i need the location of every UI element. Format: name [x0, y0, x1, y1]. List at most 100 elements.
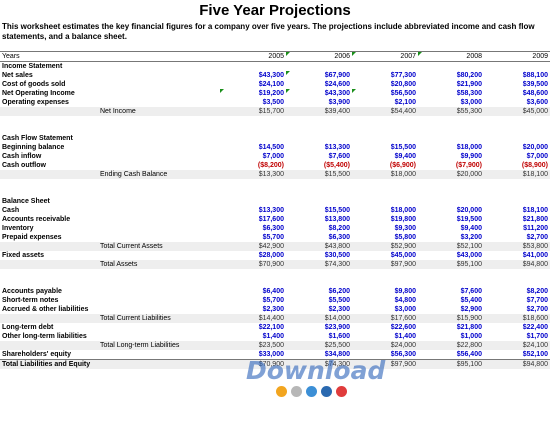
years-label: Years: [0, 51, 220, 62]
value-cell: $17,600: [258, 216, 284, 223]
value-cell: $88,100: [522, 72, 548, 79]
value-cell: ($6,900): [389, 162, 416, 169]
total-label: Total Long-term Liabilities: [100, 341, 220, 350]
value-cell: $6,300: [262, 225, 284, 232]
total-value-cell: $24,100: [484, 341, 550, 350]
table-row: Cash $13,300 $15,500 $18,000 $20,000 $18,100: [0, 206, 550, 215]
year-cell: 2009: [484, 51, 550, 62]
value-cell: $3,000: [460, 99, 482, 106]
total-value-cell: $54,400: [352, 107, 418, 116]
total-value-cell: $39,400: [286, 107, 352, 116]
total-value-cell: $25,500: [286, 341, 352, 350]
watermark-dot: [321, 386, 332, 397]
value-cell: $18,100: [522, 207, 548, 214]
table-row: Beginning balance $14,500 $13,300 $15,500 $1…: [0, 143, 550, 152]
value-cell: $67,900: [286, 71, 352, 80]
value-cell: $4,800: [394, 297, 416, 304]
total-row: Total Liabilities and Equity $70,900 $74,3…: [0, 359, 550, 369]
value-cell: $13,300: [258, 207, 284, 214]
value-cell: $2,100: [394, 99, 416, 106]
value-cell: $58,300: [456, 90, 482, 97]
blank-cell: [0, 179, 550, 188]
value-cell: $20,800: [390, 81, 416, 88]
total-value-cell: $53,800: [484, 242, 550, 251]
section-header: Income Statement: [2, 63, 63, 70]
value-cell: $9,400: [460, 225, 482, 232]
row-label: Inventory: [2, 225, 34, 232]
value-cell: $18,000: [456, 144, 482, 151]
value-cell: $21,900: [456, 81, 482, 88]
watermark-logo: Download: [246, 356, 386, 385]
table-row: Long-term debt $22,100 $23,900 $22,600 $21,8…: [0, 323, 550, 332]
value-cell: $1,600: [328, 333, 350, 340]
blank-cell: [0, 269, 550, 278]
total-row: Ending Cash Balance $13,300 $15,500 $18,000…: [0, 170, 550, 179]
value-cell: $7,700: [526, 297, 548, 304]
watermark-dots: [276, 386, 347, 397]
table-row: Accounts payable $6,400 $6,200 $9,800 $7,600…: [0, 287, 550, 296]
total-value-cell: $18,100: [484, 170, 550, 179]
year-cell: 2008: [418, 51, 484, 62]
value-cell: $22,400: [522, 324, 548, 331]
watermark-dot: [306, 386, 317, 397]
year-cell: 2006: [286, 51, 352, 62]
table-row: Shareholders' equity $33,000 $34,800 $56,30…: [0, 350, 550, 360]
value-cell: $13,800: [324, 216, 350, 223]
total-value-cell: $94,800: [484, 260, 550, 269]
total-value-cell: $74,300: [286, 359, 352, 369]
total-value-cell: $55,300: [418, 107, 484, 116]
value-cell: $48,600: [522, 90, 548, 97]
table-row: Fixed assets $28,000 $30,500 $45,000 $43,000…: [0, 251, 550, 260]
value-cell: $41,000: [522, 252, 548, 259]
value-cell: $19,500: [456, 216, 482, 223]
value-cell: ($8,200): [257, 162, 284, 169]
total-value-cell: $43,800: [286, 242, 352, 251]
value-cell: $15,500: [324, 207, 350, 214]
table-row: Net Operating Income $19,200 $43,300 $56,50…: [0, 89, 550, 98]
value-cell: $30,500: [324, 252, 350, 259]
total-row: Total Long-term Liabilities $23,500 $25,50…: [0, 341, 550, 350]
blank-row: [0, 269, 550, 278]
sheet-description: This worksheet estimates the key financi…: [2, 22, 535, 41]
value-cell: $3,600: [526, 99, 548, 106]
total-value-cell: $52,100: [418, 242, 484, 251]
value-cell: $56,300: [390, 351, 416, 358]
spacer-cell: [0, 260, 100, 269]
total-value-cell: $23,500: [220, 341, 286, 350]
value-cell: $77,300: [390, 72, 416, 79]
value-cell: $22,600: [390, 324, 416, 331]
blank-cell: [0, 188, 550, 197]
total-value-cell: $15,900: [418, 314, 484, 323]
total-value-cell: $70,900: [220, 260, 286, 269]
total-value-cell: $15,700: [220, 107, 286, 116]
blank-cell: [0, 125, 550, 134]
value-cell: $3,200: [460, 234, 482, 241]
value-cell: $3,500: [262, 99, 284, 106]
value-cell: $19,800: [390, 216, 416, 223]
total-label: Net Income: [100, 107, 220, 116]
value-cell: $5,700: [262, 297, 284, 304]
value-cell: $2,300: [262, 306, 284, 313]
total-value-cell: $97,900: [352, 260, 418, 269]
sheet-title: Five Year Projections: [199, 2, 351, 19]
value-cell: $13,300: [324, 144, 350, 151]
value-cell: $20,000: [456, 207, 482, 214]
row-label: Other long-term liabilities: [2, 333, 87, 340]
table-row: Accrued & other liabilities $2,300 $2,300 $…: [0, 305, 550, 314]
row-label: Accrued & other liabilities: [2, 306, 89, 313]
value-cell: $2,700: [526, 306, 548, 313]
row-label: Beginning balance: [2, 144, 65, 151]
row-label: Net Operating Income: [2, 90, 75, 97]
section-header-row: Cash Flow Statement: [0, 134, 550, 143]
spacer-cell: [0, 341, 100, 350]
value-cell: $2,900: [460, 306, 482, 313]
value-cell: $5,500: [328, 297, 350, 304]
table-row: Cost of goods sold $24,100 $24,600 $20,800 $…: [0, 80, 550, 89]
total-value-cell: $70,900: [220, 359, 286, 369]
total-row: Total Current Assets $42,900 $43,800 $52,90…: [0, 242, 550, 251]
total-row: Total Current Liabilities $14,400 $14,000 $…: [0, 314, 550, 323]
blank-row: [0, 179, 550, 188]
spacer-cell: [0, 170, 100, 179]
section-header: Balance Sheet: [2, 198, 50, 205]
row-label: Cash outflow: [2, 162, 46, 169]
